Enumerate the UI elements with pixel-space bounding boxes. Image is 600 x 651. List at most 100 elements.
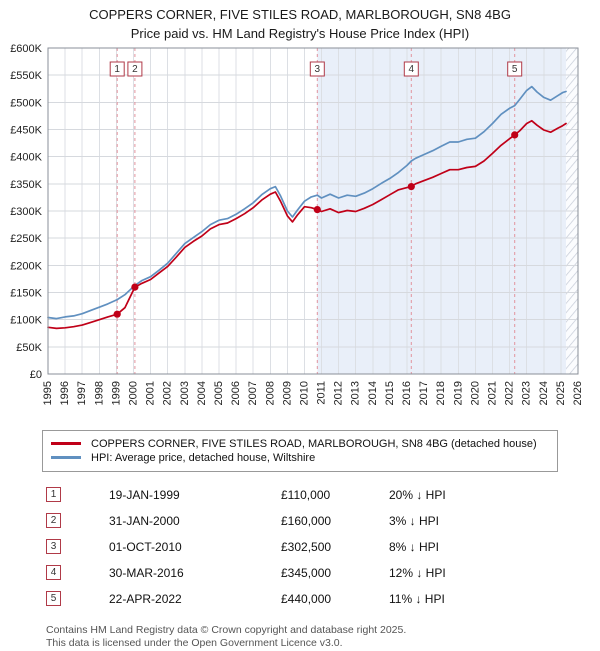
y-tick-label: £0 (30, 369, 42, 381)
sale-marker (131, 283, 139, 291)
series-hpi (47, 85, 567, 320)
transaction-price: £110,000 (281, 487, 331, 502)
license-footer: Contains HM Land Registry data © Crown c… (46, 624, 600, 651)
legend-entry-price-paid: COPPERS CORNER, FIVE STILES ROAD, MARLBO… (51, 438, 549, 450)
y-tick-label: £250K (10, 233, 42, 245)
x-tick-label: 1997 (76, 381, 88, 405)
legend-label-price-paid: COPPERS CORNER, FIVE STILES ROAD, MARLBO… (91, 437, 537, 450)
x-tick-label: 2017 (418, 381, 430, 405)
sale-number-box (309, 61, 325, 77)
y-tick-label: £150K (10, 287, 42, 299)
transaction-price: £302,500 (281, 539, 332, 554)
title-line2: Price paid vs. HM Land Registry's House … (130, 25, 470, 41)
sale-number-box (109, 61, 125, 77)
transaction-hpi-delta: 12% ↓ HPI (389, 565, 446, 580)
transaction-number-badge: 3 (46, 539, 61, 555)
sale-number-label: 2 (132, 64, 138, 75)
legend-label-hpi: HPI: Average price, detached house, Wilt… (91, 451, 316, 464)
transaction-row: 2 31-JAN-2000 £160,000 3% ↓ HPI (46, 508, 600, 534)
transaction-number-badge: 4 (46, 565, 61, 581)
y-tick-label: £550K (10, 70, 42, 82)
y-tick-label: £100K (10, 314, 42, 326)
x-tick-label: 2005 (213, 381, 225, 405)
chart-title-block: COPPERS CORNER, FIVE STILES ROAD, MARLBO… (0, 0, 600, 44)
transaction-row: 5 22-APR-2022 £440,000 11% ↓ HPI (46, 586, 600, 612)
hpi-line-swatch (51, 456, 81, 460)
sale-marker (407, 182, 415, 190)
footer-line2: This data is licensed under the Open Gov… (46, 637, 343, 650)
price-chart: £0 £50K £100K £150K £200K £250K £300K £350K £400… (0, 43, 600, 430)
x-tick-label: 2004 (196, 381, 208, 405)
footer-line1: Contains HM Land Registry data © Crown c… (46, 623, 407, 636)
y-tick-label: £600K (10, 44, 42, 55)
x-tick-label: 2022 (504, 381, 516, 405)
sale-number-label: 4 (409, 64, 415, 75)
sale-number-label: 1 (114, 64, 120, 75)
price-paid-line-swatch (51, 442, 81, 446)
transaction-number-badge: 2 (46, 513, 61, 529)
x-tick-label: 2012 (333, 381, 345, 405)
transaction-date: 30-MAR-2016 (109, 565, 184, 580)
x-tick-label: 2006 (230, 381, 242, 405)
transactions-table: 1 19-JAN-1999 £110,000 20% ↓ HPI 2 31-JA… (46, 482, 600, 612)
y-tick-label: £200K (10, 260, 42, 272)
x-tick-label: 2016 (401, 381, 413, 405)
sale-marker (313, 205, 321, 213)
sale-marker (113, 310, 121, 318)
transaction-date: 22-APR-2022 (109, 591, 182, 606)
y-tick-label: £300K (10, 206, 42, 218)
legend-entry-hpi: HPI: Average price, detached house, Wilt… (51, 452, 549, 464)
transaction-price: £345,000 (281, 565, 332, 580)
plot-border (47, 47, 579, 375)
transaction-row: 4 30-MAR-2016 £345,000 12% ↓ HPI (46, 560, 600, 586)
transaction-number-badge: 1 (46, 487, 61, 503)
transaction-date: 19-JAN-1999 (109, 487, 180, 502)
x-tick-label: 2013 (350, 381, 362, 405)
sale-number-box (403, 61, 419, 77)
transaction-date: 01-OCT-2010 (109, 539, 182, 554)
x-tick-label: 1999 (110, 381, 122, 405)
x-tick-label: 2009 (281, 381, 293, 405)
transaction-price: £440,000 (281, 591, 332, 606)
x-tick-label: 2025 (555, 381, 567, 405)
transaction-price: £160,000 (281, 513, 332, 528)
transaction-hpi-delta: 20% ↓ HPI (389, 487, 446, 502)
x-tick-label: 2008 (264, 381, 276, 405)
x-tick-label: 2020 (469, 381, 481, 405)
x-tick-label: 2019 (452, 381, 464, 405)
legend: COPPERS CORNER, FIVE STILES ROAD, MARLBO… (42, 429, 558, 472)
sale-number-box (507, 61, 523, 77)
sale-marker (511, 130, 519, 139)
x-tick-label: 1995 (42, 381, 54, 405)
y-tick-label: £350K (10, 178, 42, 190)
x-tick-label: 2018 (435, 381, 447, 405)
transaction-date: 31-JAN-2000 (109, 513, 180, 528)
y-tick-label: £450K (10, 124, 42, 136)
y-tick-label: £50K (16, 341, 42, 353)
transaction-hpi-delta: 3% ↓ HPI (389, 513, 440, 528)
x-tick-label: 2000 (128, 381, 140, 405)
sale-number-label: 3 (315, 64, 321, 75)
x-tick-label: 2024 (538, 381, 550, 405)
x-tick-label: 2014 (367, 381, 379, 405)
x-tick-label: 2002 (162, 381, 174, 405)
x-tick-label: 2010 (299, 381, 311, 405)
transaction-number-badge: 5 (46, 591, 61, 607)
x-tick-label: 2015 (384, 381, 396, 405)
x-tick-label: 2026 (572, 381, 584, 405)
x-tick-label: 2003 (179, 381, 191, 405)
y-tick-label: £400K (10, 151, 42, 163)
transaction-hpi-delta: 11% ↓ HPI (389, 591, 445, 606)
x-tick-label: 2007 (247, 381, 259, 405)
x-tick-label: 1998 (93, 381, 105, 405)
price-chart-svg: £0 £50K £100K £150K £200K £250K £300K £350K £400… (10, 43, 584, 405)
x-tick-label: 1996 (59, 381, 71, 405)
transaction-hpi-delta: 8% ↓ HPI (389, 539, 440, 554)
sale-number-box (127, 61, 143, 77)
x-tick-label: 2001 (145, 381, 157, 405)
transaction-row: 1 19-JAN-1999 £110,000 20% ↓ HPI (46, 482, 600, 508)
x-tick-label: 2023 (521, 381, 533, 405)
x-tick-label: 2021 (487, 381, 499, 405)
y-tick-label: £500K (10, 97, 42, 109)
